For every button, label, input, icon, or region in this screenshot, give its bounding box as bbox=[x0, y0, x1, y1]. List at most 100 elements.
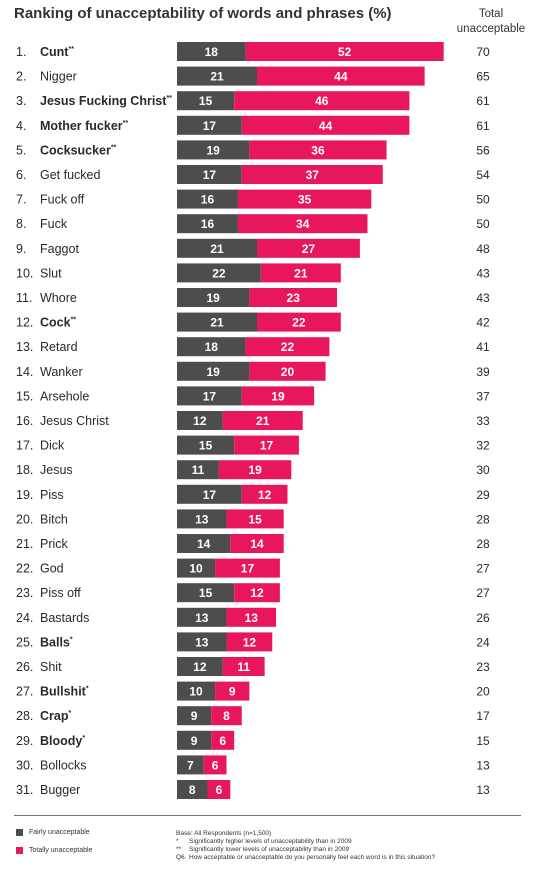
total-value: 23 bbox=[476, 660, 490, 674]
bar-row-5: 5. Cocksucker** 19 36 56 bbox=[16, 140, 490, 160]
bar-totally bbox=[257, 238, 360, 258]
bar-row-26: 26. Shit 12 11 23 bbox=[16, 657, 490, 676]
bar-totally bbox=[226, 607, 277, 627]
rank-label: 19. bbox=[16, 488, 33, 502]
bar-row-13: 13. Retard 18 22 41 bbox=[16, 337, 490, 357]
total-value: 13 bbox=[476, 783, 490, 797]
bar-totally bbox=[237, 189, 372, 209]
total-value: 28 bbox=[476, 512, 490, 526]
total-value: 50 bbox=[476, 193, 490, 207]
word-label: Prick bbox=[40, 537, 69, 551]
value-fairly: 9 bbox=[191, 734, 198, 748]
value-totally: 44 bbox=[319, 119, 333, 133]
bar-fairly bbox=[177, 780, 208, 799]
total-value: 61 bbox=[476, 94, 490, 108]
word-label: Faggot bbox=[40, 242, 79, 256]
bar-fairly bbox=[177, 411, 223, 430]
bar-fairly bbox=[177, 115, 242, 135]
rank-label: 10. bbox=[16, 266, 33, 280]
rank-label: 5. bbox=[16, 143, 26, 157]
rank-label: 18. bbox=[16, 463, 33, 477]
total-value: 61 bbox=[476, 119, 490, 133]
value-totally: 22 bbox=[281, 340, 295, 354]
bar-row-22: 22. God 10 17 27 bbox=[16, 558, 490, 578]
bar-fairly bbox=[177, 386, 242, 406]
total-value: 29 bbox=[476, 488, 490, 502]
note-text: How acceptable or unacceptable do you pe… bbox=[189, 854, 436, 861]
rank-label: 23. bbox=[16, 586, 33, 600]
value-totally: 14 bbox=[250, 537, 264, 551]
total-value: 41 bbox=[476, 340, 490, 354]
note-marker: ** bbox=[176, 846, 182, 853]
rank-label: 6. bbox=[16, 168, 26, 182]
value-totally: 17 bbox=[260, 439, 274, 453]
value-fairly: 18 bbox=[205, 340, 219, 354]
rank-label: 17. bbox=[16, 439, 33, 453]
total-value: 30 bbox=[476, 463, 490, 477]
value-totally: 35 bbox=[298, 193, 312, 207]
note-marker: * bbox=[176, 838, 179, 845]
bar-fairly bbox=[177, 42, 246, 61]
bar-totally bbox=[257, 66, 425, 86]
rank-label: 2. bbox=[16, 70, 26, 84]
value-fairly: 13 bbox=[195, 611, 209, 625]
rank-label: 4. bbox=[16, 119, 26, 133]
word-label: Cunt** bbox=[40, 45, 74, 59]
total-value: 28 bbox=[476, 537, 490, 551]
bar-totally bbox=[211, 706, 242, 726]
bar-fairly bbox=[177, 681, 216, 701]
value-fairly: 16 bbox=[201, 217, 215, 231]
bar-totally bbox=[241, 386, 315, 406]
bar-totally bbox=[226, 632, 273, 652]
bar-totally bbox=[260, 263, 341, 283]
word-label: Jesus Christ bbox=[40, 414, 109, 428]
bar-row-10: 10. Slut 22 21 43 bbox=[16, 263, 490, 283]
value-totally: 27 bbox=[302, 242, 316, 256]
bar-fairly bbox=[177, 66, 258, 86]
value-totally: 8 bbox=[223, 709, 230, 723]
word-label: Shit bbox=[40, 660, 62, 674]
word-label: Balls* bbox=[40, 635, 73, 649]
word-label: Mother fucker** bbox=[40, 119, 128, 133]
word-label: Cock** bbox=[40, 316, 76, 330]
rank-label: 28. bbox=[16, 709, 33, 723]
bar-row-27: 27. Bullshit* 10 9 20 bbox=[16, 681, 490, 701]
bar-fairly bbox=[177, 558, 216, 578]
bar-row-1: 1. Cunt** 18 52 70 bbox=[16, 42, 490, 61]
bar-totally bbox=[222, 411, 303, 430]
word-label: Fuck bbox=[40, 217, 68, 231]
rank-label: 12. bbox=[16, 316, 33, 330]
word-label: Nigger bbox=[40, 70, 77, 84]
bar-row-7: 7. Fuck off 16 35 50 bbox=[16, 189, 490, 209]
word-label: Dick bbox=[40, 439, 65, 453]
word-label: Slut bbox=[40, 266, 62, 280]
total-value: 27 bbox=[476, 562, 490, 576]
total-value: 33 bbox=[476, 414, 490, 428]
bar-row-28: 28. Crap* 9 8 17 bbox=[16, 706, 490, 726]
bar-totally bbox=[215, 681, 250, 701]
word-label: Get fucked bbox=[40, 168, 100, 182]
bar-row-29: 29. Bloody* 9 6 15 bbox=[16, 730, 490, 750]
value-totally: 6 bbox=[219, 734, 226, 748]
bar-fairly bbox=[177, 632, 227, 652]
bar-row-24: 24. Bastards 13 13 26 bbox=[16, 607, 490, 627]
value-fairly: 19 bbox=[207, 143, 221, 157]
value-totally: 34 bbox=[296, 217, 310, 231]
bar-totally bbox=[245, 337, 330, 357]
bar-fairly bbox=[177, 312, 258, 332]
base-note: Base: All Respondents (n=1,500) bbox=[176, 830, 272, 837]
total-value: 32 bbox=[476, 439, 490, 453]
bar-fairly bbox=[177, 607, 227, 627]
value-fairly: 8 bbox=[189, 783, 196, 797]
word-label: Jesus bbox=[40, 463, 73, 477]
value-totally: 15 bbox=[248, 512, 262, 526]
rank-label: 3. bbox=[16, 94, 26, 108]
stacked-bar-chart: 1. Cunt** 18 52 70 2. Nigger 21 44 65 3. Jesus Fuck… bbox=[16, 42, 490, 799]
legend-totally-label: Totally unacceptable bbox=[29, 847, 93, 854]
value-fairly: 21 bbox=[210, 242, 224, 256]
word-label: Wanker bbox=[40, 365, 83, 379]
rank-label: 9. bbox=[16, 242, 26, 256]
value-totally: 6 bbox=[212, 758, 219, 772]
value-fairly: 22 bbox=[212, 266, 226, 280]
bar-fairly bbox=[177, 91, 235, 111]
